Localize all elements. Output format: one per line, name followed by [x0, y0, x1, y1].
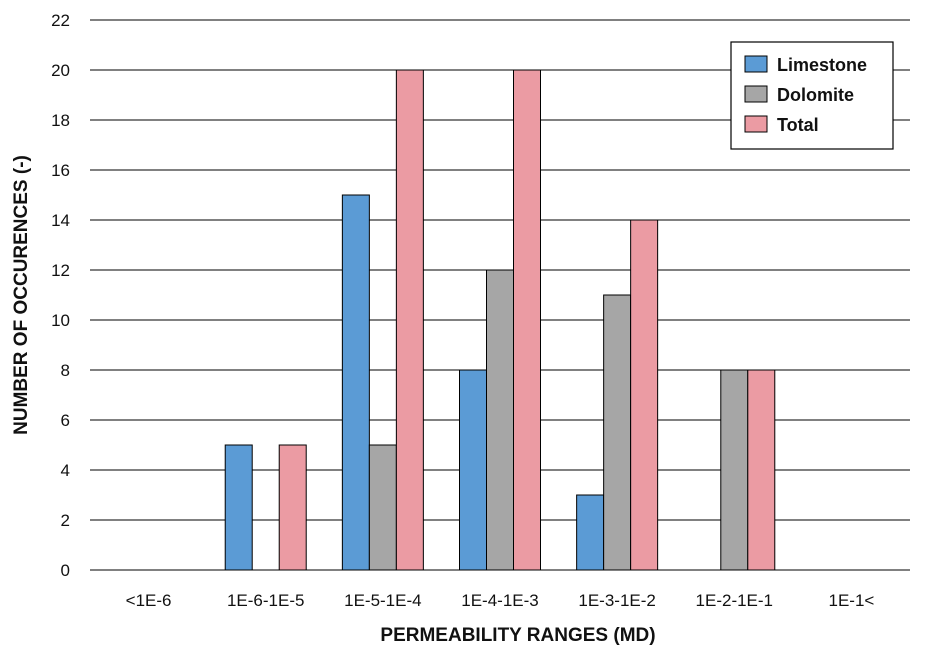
bars	[224, 69, 776, 571]
y-tick-label: 0	[61, 561, 70, 580]
y-tick-label: 20	[51, 61, 70, 80]
y-tick-label: 16	[51, 161, 70, 180]
y-tick-label: 8	[61, 361, 70, 380]
y-tick-label: 12	[51, 261, 70, 280]
y-tick-labels: 0 2 4 6 8 10 12 14 16 18 20 22	[51, 11, 70, 580]
bar-total-1	[278, 444, 307, 571]
x-tick-label: 1E-3-1E-2	[578, 591, 655, 610]
x-tick-label: 1E-5-1E-4	[344, 591, 421, 610]
x-axis-title: PERMEABILITY RANGES (MD)	[380, 625, 655, 646]
y-tick-label: 14	[51, 211, 70, 230]
y-tick-label: 10	[51, 311, 70, 330]
legend-swatch-total	[744, 115, 768, 133]
bar-total-3	[513, 69, 541, 571]
bar-dolomite-2	[368, 444, 397, 571]
y-tick-label: 6	[61, 411, 70, 430]
x-tick-label: <1E-6	[126, 591, 172, 610]
bar-limestone-3	[459, 369, 487, 571]
legend-label-total: Total	[777, 115, 819, 135]
bar-dolomite-4	[603, 294, 632, 571]
legend-label-limestone: Limestone	[777, 55, 867, 75]
legend-swatch-dolomite	[744, 85, 768, 103]
bar-total-2	[395, 69, 424, 571]
x-tick-label: 1E-4-1E-3	[461, 591, 538, 610]
y-axis-title: NUMBER OF OCCURENCES (-)	[11, 155, 32, 435]
y-tick-label: 22	[51, 11, 70, 30]
x-tick-label: 1E-6-1E-5	[227, 591, 304, 610]
bar-total-4	[630, 219, 659, 571]
legend: Limestone Dolomite Total	[730, 41, 894, 150]
bar-limestone-1	[224, 444, 253, 571]
bar-dolomite-3	[486, 269, 514, 571]
bar-limestone-2	[341, 194, 370, 571]
legend-label-dolomite: Dolomite	[777, 85, 854, 105]
legend-swatch-limestone	[744, 55, 768, 73]
bar-total-5	[747, 369, 776, 571]
y-tick-label: 4	[61, 461, 70, 480]
x-tick-labels: <1E-6 1E-6-1E-5 1E-5-1E-4 1E-4-1E-3 1E-3-1E-…	[126, 591, 875, 610]
y-tick-label: 2	[61, 511, 70, 530]
x-tick-label: 1E-2-1E-1	[696, 591, 773, 610]
bar-dolomite-5	[720, 369, 749, 571]
x-tick-label: 1E-1<	[829, 591, 875, 610]
bar-limestone-4	[576, 494, 605, 571]
y-tick-label: 18	[51, 111, 70, 130]
